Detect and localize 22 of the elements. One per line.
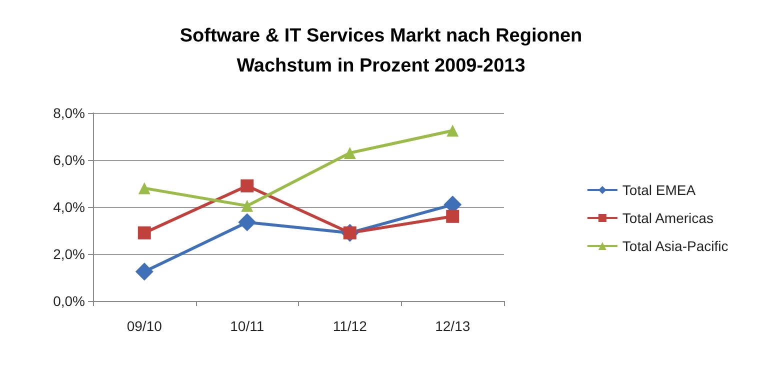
- y-tick-label: 0,0%: [53, 293, 85, 309]
- point: [241, 200, 254, 212]
- y-tick-label: 6,0%: [53, 152, 85, 168]
- point: [344, 146, 356, 159]
- point: [446, 124, 459, 137]
- point: [238, 213, 256, 232]
- y-tick-label: 4,0%: [53, 199, 85, 215]
- point: [138, 182, 150, 194]
- legend-label: Total EMEA: [622, 182, 696, 198]
- y-tick-label: 2,0%: [53, 246, 85, 262]
- legend-label: Total Americas: [622, 210, 714, 226]
- point: [138, 226, 151, 240]
- x-tick-label: 09/10: [126, 318, 162, 334]
- chart-title: Software & IT Services Markt nach Regionen Wachstum in Prozent 2009-2013: [180, 26, 582, 76]
- point: [135, 262, 154, 281]
- x-tick-label: 11/12: [332, 318, 368, 334]
- point: [446, 210, 460, 223]
- x-tick-label: 10/11: [230, 318, 264, 334]
- x-tick-label: 12/13: [435, 318, 470, 334]
- legend-label: Total Asia-Pacific: [622, 238, 728, 254]
- point: [240, 179, 254, 192]
- y-tick-label: 8,0%: [53, 105, 85, 121]
